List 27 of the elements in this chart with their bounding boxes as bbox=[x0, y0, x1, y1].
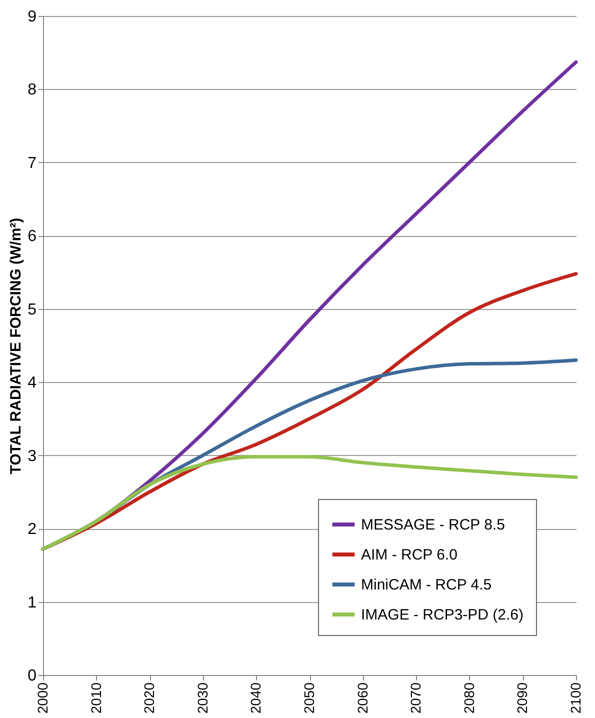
y-tick-label: 5 bbox=[28, 301, 37, 318]
y-tick-label: 3 bbox=[28, 448, 37, 465]
x-tick-label: 2010 bbox=[88, 682, 104, 714]
legend-label: MESSAGE - RCP 8.5 bbox=[361, 516, 505, 534]
legend-label: AIM - RCP 6.0 bbox=[361, 546, 458, 564]
y-tick-label: 1 bbox=[28, 594, 37, 612]
x-tick-label: 2040 bbox=[248, 682, 264, 714]
y-tick-label: 6 bbox=[28, 228, 37, 246]
y-tick-label: 9 bbox=[28, 8, 37, 26]
x-tick-label: 2020 bbox=[141, 682, 158, 714]
x-tick-label: 2000 bbox=[34, 682, 50, 714]
y-tick-label: 4 bbox=[28, 374, 37, 392]
legend-label: IMAGE - RCP3-PD (2.6) bbox=[361, 606, 524, 624]
x-tick-label: 2060 bbox=[354, 682, 370, 714]
y-tick-label: 7 bbox=[28, 154, 37, 172]
y-tick-label: 8 bbox=[28, 82, 37, 99]
x-tick-label: 2050 bbox=[301, 682, 317, 714]
x-tick-label: 2080 bbox=[460, 682, 477, 714]
x-tick-label: 2090 bbox=[514, 682, 530, 714]
legend-label: MiniCAM - RCP 4.5 bbox=[361, 576, 492, 594]
y-tick-label: 0 bbox=[28, 668, 37, 684]
y-axis-title: TOTAL RADIATIVE FORCING (W/m²) bbox=[8, 218, 25, 474]
x-tick-label: 2070 bbox=[408, 682, 424, 714]
y-tick-label: 2 bbox=[28, 521, 37, 538]
x-tick-label: 2100 bbox=[568, 682, 584, 714]
x-tick-label: 2030 bbox=[194, 682, 210, 714]
line-series bbox=[41, 455, 578, 551]
